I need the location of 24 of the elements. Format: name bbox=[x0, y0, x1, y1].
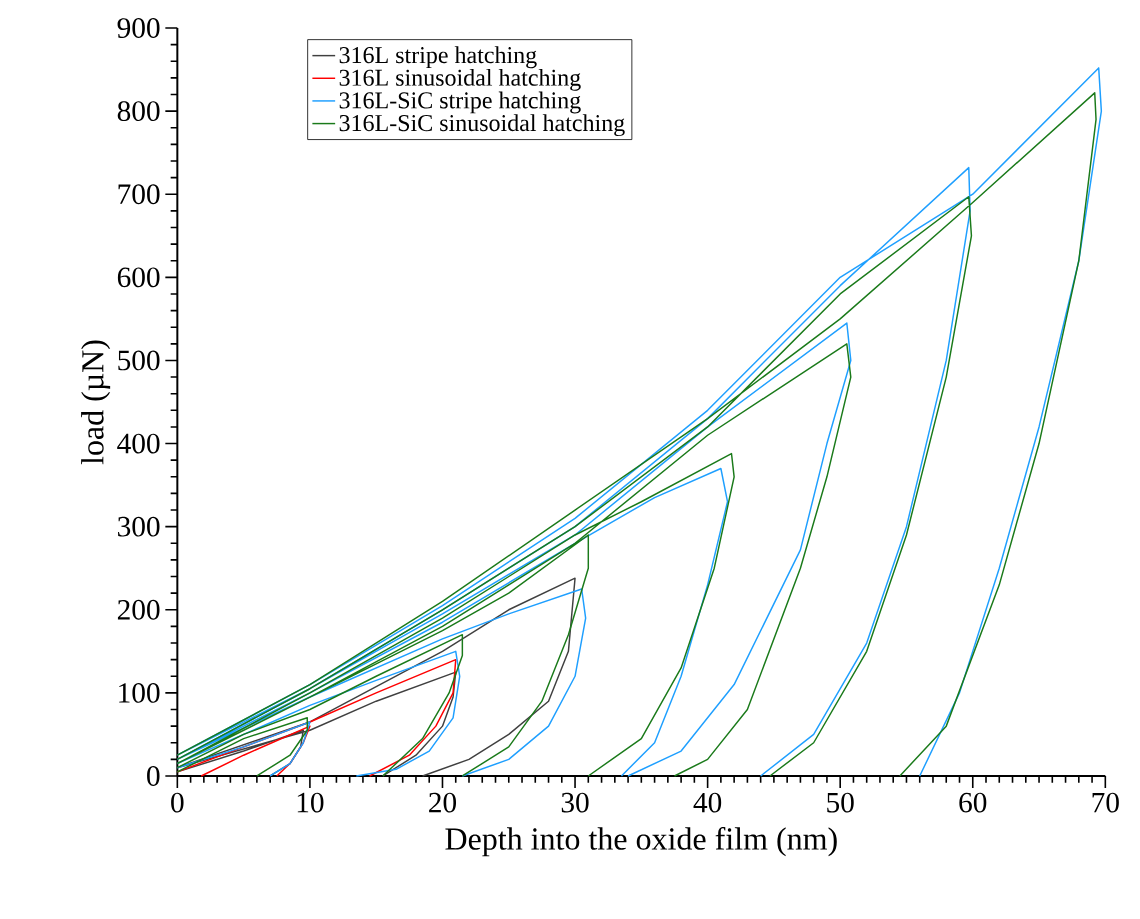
x-tick-label: 50 bbox=[827, 792, 854, 813]
x-tick-label: 60 bbox=[959, 792, 987, 813]
legend-label: 316L stripe hatching bbox=[339, 46, 537, 69]
y-tick-label: 400 bbox=[117, 433, 160, 454]
x-tick-label: 70 bbox=[1092, 792, 1119, 813]
legend-label: 316L-SiC stripe hatching bbox=[339, 91, 581, 114]
y-tick-label: 0 bbox=[147, 766, 160, 787]
y-tick-label: 200 bbox=[117, 600, 160, 620]
x-tick-label: 40 bbox=[693, 792, 722, 813]
y-tick-label: 700 bbox=[118, 184, 160, 205]
y-tick-label: 500 bbox=[118, 350, 160, 371]
x-tick-label: 0 bbox=[171, 792, 184, 813]
y-tick-label: 300 bbox=[118, 516, 160, 537]
y-axis-title: load (µN) bbox=[81, 340, 111, 465]
legend-label: 316L sinusoidal hatching bbox=[339, 69, 581, 91]
x-axis-title: Depth into the oxide film (nm) bbox=[445, 827, 837, 857]
legend-label: 316L-SiC sinusoidal hatching bbox=[339, 114, 625, 137]
y-tick-label: 100 bbox=[119, 683, 160, 703]
x-tick-label: 10 bbox=[297, 792, 324, 813]
y-tick-label: 900 bbox=[117, 18, 160, 39]
x-tick-label: 20 bbox=[429, 792, 457, 813]
y-tick-label: 600 bbox=[117, 267, 160, 288]
y-tick-label: 800 bbox=[117, 101, 160, 122]
x-tick-label: 30 bbox=[561, 792, 589, 813]
